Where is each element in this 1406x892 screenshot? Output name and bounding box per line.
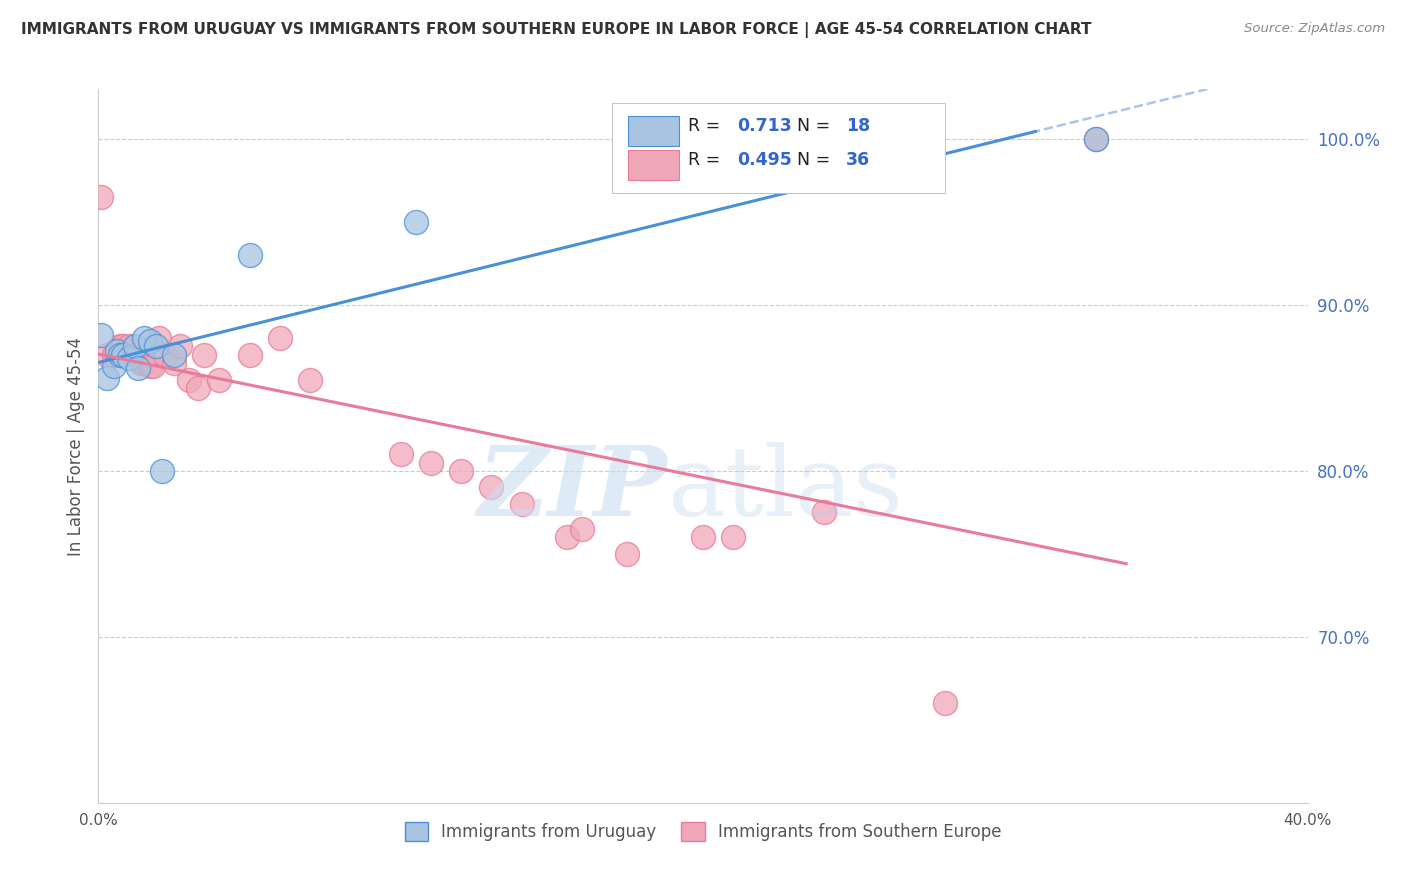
Point bbox=[481, 481, 503, 495]
Point bbox=[1085, 132, 1108, 146]
Point bbox=[129, 356, 152, 370]
Point bbox=[450, 464, 472, 478]
Point bbox=[139, 359, 162, 374]
Point bbox=[145, 339, 167, 353]
Point bbox=[510, 497, 533, 511]
Point bbox=[96, 348, 118, 362]
FancyBboxPatch shape bbox=[628, 116, 679, 145]
Point bbox=[169, 339, 191, 353]
Point bbox=[187, 381, 209, 395]
Text: 0.713: 0.713 bbox=[737, 117, 792, 135]
Point bbox=[1085, 132, 1108, 146]
Point bbox=[193, 348, 215, 362]
Point bbox=[420, 456, 443, 470]
Text: 0.495: 0.495 bbox=[737, 151, 792, 169]
Point bbox=[239, 248, 262, 262]
Point bbox=[616, 547, 638, 561]
Point bbox=[692, 530, 714, 544]
Point bbox=[163, 348, 186, 362]
Point bbox=[90, 327, 112, 342]
Text: Source: ZipAtlas.com: Source: ZipAtlas.com bbox=[1244, 22, 1385, 36]
Text: ZIP: ZIP bbox=[477, 442, 666, 536]
Text: N =: N = bbox=[797, 151, 837, 169]
Point bbox=[111, 348, 134, 362]
Point bbox=[299, 373, 322, 387]
Point bbox=[127, 361, 149, 376]
Point bbox=[153, 348, 176, 362]
FancyBboxPatch shape bbox=[613, 103, 945, 193]
Point bbox=[269, 331, 291, 345]
Point bbox=[813, 505, 835, 519]
Point bbox=[118, 339, 141, 353]
Text: 36: 36 bbox=[845, 151, 870, 169]
Text: 18: 18 bbox=[845, 117, 870, 135]
Text: R =: R = bbox=[689, 151, 727, 169]
Point bbox=[105, 344, 128, 359]
Point bbox=[934, 696, 956, 710]
Point bbox=[124, 339, 146, 353]
Point bbox=[163, 356, 186, 370]
Point bbox=[118, 351, 141, 365]
Point bbox=[405, 215, 427, 229]
Text: atlas: atlas bbox=[666, 442, 903, 536]
Point bbox=[239, 348, 262, 362]
Point bbox=[96, 371, 118, 385]
Point bbox=[132, 356, 155, 370]
Point bbox=[179, 373, 201, 387]
Point bbox=[555, 530, 578, 544]
Point bbox=[139, 334, 162, 349]
Point bbox=[108, 339, 131, 353]
FancyBboxPatch shape bbox=[628, 150, 679, 180]
Point bbox=[108, 348, 131, 362]
Point bbox=[142, 359, 165, 374]
Point bbox=[571, 522, 593, 536]
Point bbox=[723, 530, 745, 544]
Text: IMMIGRANTS FROM URUGUAY VS IMMIGRANTS FROM SOUTHERN EUROPE IN LABOR FORCE | AGE : IMMIGRANTS FROM URUGUAY VS IMMIGRANTS FR… bbox=[21, 22, 1091, 38]
Point bbox=[150, 464, 173, 478]
Point bbox=[103, 348, 125, 362]
Point bbox=[90, 190, 112, 204]
Legend: Immigrants from Uruguay, Immigrants from Southern Europe: Immigrants from Uruguay, Immigrants from… bbox=[398, 815, 1008, 848]
Text: N =: N = bbox=[797, 117, 837, 135]
Point bbox=[111, 339, 134, 353]
Point bbox=[208, 373, 231, 387]
Point bbox=[389, 447, 412, 461]
Point bbox=[148, 331, 170, 345]
Text: R =: R = bbox=[689, 117, 727, 135]
Point bbox=[103, 359, 125, 374]
Y-axis label: In Labor Force | Age 45-54: In Labor Force | Age 45-54 bbox=[66, 336, 84, 556]
Point bbox=[124, 348, 146, 362]
Point bbox=[132, 331, 155, 345]
